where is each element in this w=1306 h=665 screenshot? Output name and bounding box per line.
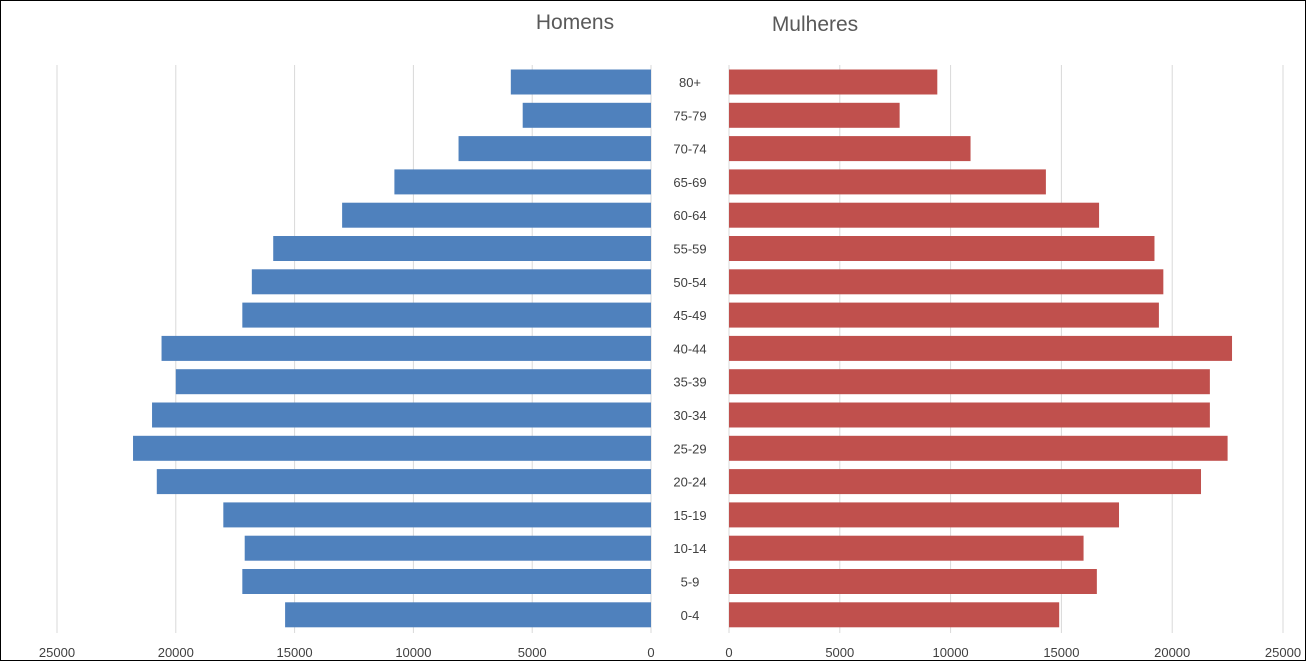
- bar-homens: [285, 602, 651, 628]
- bar-homens: [510, 69, 651, 95]
- category-label: 10-14: [673, 541, 706, 556]
- category-label: 5-9: [681, 575, 700, 590]
- bar-homens: [251, 269, 651, 295]
- bar-mulheres: [729, 435, 1228, 461]
- category-label: 55-59: [673, 242, 706, 257]
- x-tick-label: 25000: [39, 645, 75, 660]
- x-tick-label: 10000: [933, 645, 969, 660]
- bar-mulheres: [729, 335, 1233, 361]
- bar-homens: [394, 169, 651, 195]
- bars: [133, 69, 1233, 628]
- bar-mulheres: [729, 136, 971, 162]
- bar-homens: [342, 202, 651, 228]
- category-label: 45-49: [673, 308, 706, 323]
- category-label: 50-54: [673, 275, 706, 290]
- bar-mulheres: [729, 102, 900, 128]
- category-label: 25-29: [673, 441, 706, 456]
- x-tick-label: 0: [725, 645, 732, 660]
- category-label: 75-79: [673, 108, 706, 123]
- bar-mulheres: [729, 402, 1210, 428]
- bar-mulheres: [729, 269, 1164, 295]
- bar-mulheres: [729, 469, 1202, 495]
- bar-homens: [175, 369, 652, 395]
- series-title-mulheres: Mulheres: [772, 13, 858, 36]
- x-tick-label: 15000: [277, 645, 313, 660]
- category-label: 40-44: [673, 341, 706, 356]
- labels: Homens Mulheres 80+ 75-79 70-74 65-69 60-64 5…: [39, 11, 1301, 660]
- bar-homens: [522, 102, 651, 128]
- category-label: 30-34: [673, 408, 706, 423]
- x-tick-label: 25000: [1265, 645, 1301, 660]
- category-label: 80+: [679, 75, 701, 90]
- category-label: 70-74: [673, 142, 706, 157]
- bar-homens: [458, 136, 651, 162]
- bar-homens: [244, 535, 652, 561]
- series-title-homens: Homens: [536, 11, 614, 34]
- category-label: 15-19: [673, 508, 706, 523]
- category-label: 35-39: [673, 375, 706, 390]
- x-tick-label: 0: [647, 645, 654, 660]
- bar-mulheres: [729, 369, 1210, 395]
- bar-mulheres: [729, 502, 1120, 528]
- bar-homens: [161, 335, 651, 361]
- x-tick-label: 10000: [395, 645, 431, 660]
- category-label: 0-4: [681, 608, 700, 623]
- bar-homens: [223, 502, 651, 528]
- bar-homens: [156, 469, 652, 495]
- bar-mulheres: [729, 236, 1155, 261]
- bar-homens: [133, 435, 652, 461]
- x-tick-label: 20000: [158, 645, 194, 660]
- bar-mulheres: [729, 202, 1100, 228]
- bar-homens: [152, 402, 652, 428]
- bar-mulheres: [729, 169, 1046, 195]
- category-label: 20-24: [673, 475, 706, 490]
- bar-mulheres: [729, 602, 1060, 628]
- bar-mulheres: [729, 569, 1097, 594]
- bar-mulheres: [729, 69, 938, 95]
- x-tick-label: 15000: [1043, 645, 1079, 660]
- bar-homens: [242, 302, 651, 328]
- x-tick-label: 20000: [1154, 645, 1190, 660]
- x-tick-label: 5000: [825, 645, 854, 660]
- bar-homens: [273, 236, 651, 261]
- bar-mulheres: [729, 302, 1159, 328]
- bar-mulheres: [729, 535, 1084, 561]
- category-label: 65-69: [673, 175, 706, 190]
- x-tick-label: 5000: [518, 645, 547, 660]
- bar-homens: [242, 569, 651, 594]
- category-label: 60-64: [673, 208, 706, 223]
